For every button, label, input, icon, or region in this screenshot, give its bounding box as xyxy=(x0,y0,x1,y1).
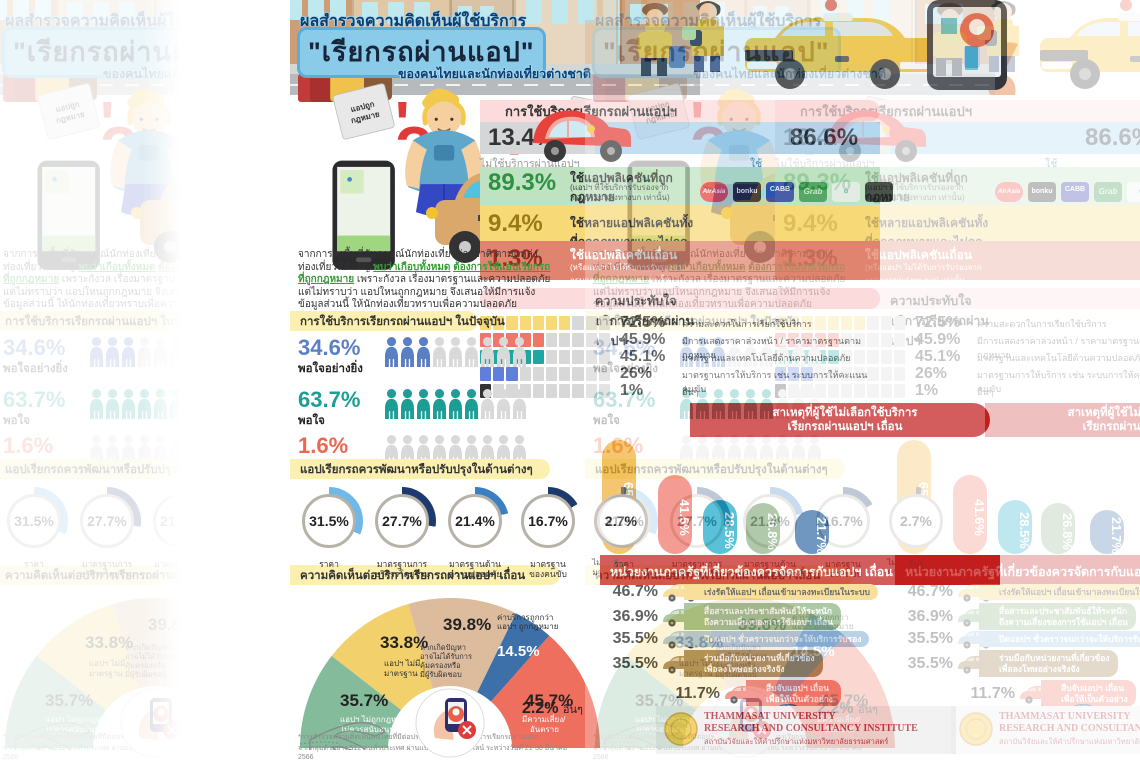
svg-text:คุ้มครองหรือ: คุ้มครองหรือ xyxy=(715,661,756,670)
svg-text:หากเกิดปัญหา: หากเกิดปัญหา xyxy=(125,643,171,652)
svg-text:14.5%: 14.5% xyxy=(792,643,835,660)
svg-text:คุ้มครองหรือ: คุ้มครองหรือ xyxy=(420,661,461,670)
svg-text:39.8%: 39.8% xyxy=(738,615,786,634)
svg-text:หากเกิดปัญหา: หากเกิดปัญหา xyxy=(420,643,466,652)
svg-text:มีผู้รับผิดชอบ: มีผู้รับผิดชอบ xyxy=(125,670,167,679)
svg-text:แอปฯ ถูกกฎหมาย: แอปฯ ถูกกฎหมาย xyxy=(792,622,853,632)
svg-text:39.8%: 39.8% xyxy=(148,615,181,634)
svg-text:มาตรฐาน: มาตรฐาน xyxy=(679,669,713,678)
svg-text:14.5%: 14.5% xyxy=(497,643,540,660)
svg-text:แอปฯ ไม่มี: แอปฯ ไม่มี xyxy=(679,659,715,668)
svg-text:คุ้มครองหรือ: คุ้มครองหรือ xyxy=(125,661,166,670)
svg-text:แอปฯ ถูกกฎหมาย: แอปฯ ถูกกฎหมาย xyxy=(497,622,558,632)
svg-text:แอปฯ ไม่มี: แอปฯ ไม่มี xyxy=(89,659,125,668)
svg-text:อาจไม่ได้รับการ: อาจไม่ได้รับการ xyxy=(420,652,472,661)
svg-text:หากเกิดปัญหา: หากเกิดปัญหา xyxy=(715,643,761,652)
svg-text:มาตรฐาน: มาตรฐาน xyxy=(384,669,418,678)
svg-text:อาจไม่ได้รับการ: อาจไม่ได้รับการ xyxy=(125,652,177,661)
svg-text:มีผู้รับผิดชอบ: มีผู้รับผิดชอบ xyxy=(715,670,757,679)
svg-text:แอปฯ ไม่มี: แอปฯ ไม่มี xyxy=(384,659,420,668)
svg-text:อาจไม่ได้รับการ: อาจไม่ได้รับการ xyxy=(715,652,767,661)
svg-text:มาตรฐาน: มาตรฐาน xyxy=(89,669,123,678)
svg-text:39.8%: 39.8% xyxy=(443,615,491,634)
svg-text:มีผู้รับผิดชอบ: มีผู้รับผิดชอบ xyxy=(420,670,462,679)
